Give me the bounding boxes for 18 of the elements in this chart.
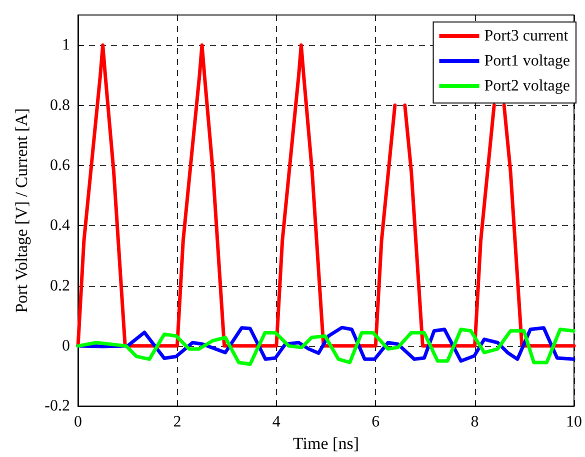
- x-tick-label: 0: [74, 414, 82, 431]
- x-tick-label: 6: [372, 414, 380, 431]
- x-tick-label: 8: [470, 414, 479, 431]
- legend-label: Port1 voltage: [484, 52, 570, 70]
- y-axis-title: Port Voltage [V] / Current [A]: [12, 108, 31, 313]
- y-tick-label: 0.8: [50, 96, 70, 114]
- y-tick-label: 0.4: [50, 217, 70, 234]
- x-tick-label: 10: [566, 414, 582, 431]
- legend-label: Port2 voltage: [484, 78, 570, 94]
- y-tick-label: -0.2: [44, 398, 70, 415]
- y-tick-label: 0.2: [50, 277, 70, 294]
- legend-label: Port3 current: [484, 28, 569, 44]
- x-axis-title: Time [ns]: [293, 434, 359, 453]
- y-tick-label: 0: [62, 337, 70, 354]
- x-tick-label: 2: [173, 414, 182, 431]
- y-tick-label: 0.6: [50, 156, 70, 174]
- y-tick-label: 1: [62, 36, 70, 54]
- x-tick-label: 4: [272, 414, 280, 431]
